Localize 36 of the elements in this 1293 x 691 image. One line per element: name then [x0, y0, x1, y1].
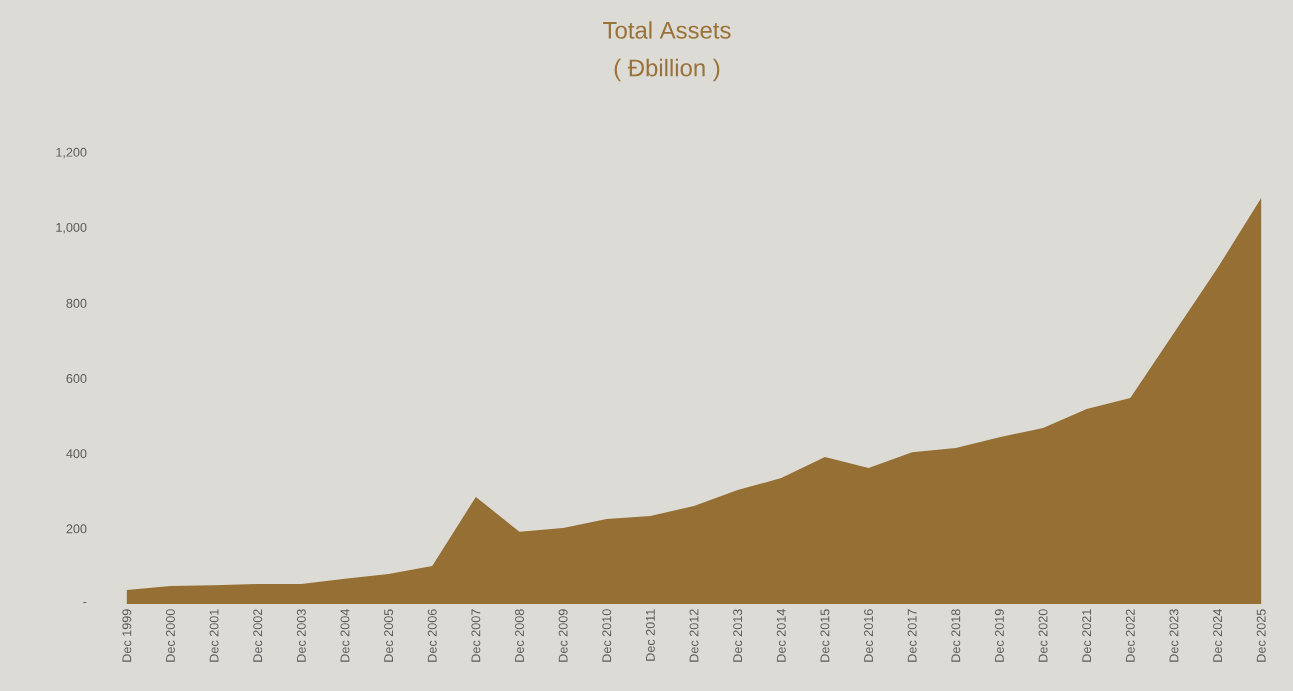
y-tick-label: 200	[66, 524, 87, 534]
x-tick-label: Dec 2007	[471, 609, 481, 662]
y-tick-label: 800	[66, 298, 87, 308]
x-tick-label: Dec 2004	[340, 609, 350, 662]
x-tick-label: Dec 2008	[515, 609, 524, 662]
y-tick-label: -	[83, 602, 87, 604]
x-tick-label: Dec 2010	[602, 609, 612, 662]
y-tick-label: 400	[66, 449, 87, 459]
y-tick-label: 1,000	[56, 222, 87, 234]
x-tick-label: Dec 2017	[907, 609, 917, 662]
x-tick-label: Dec 2021	[1082, 609, 1092, 662]
x-tick-label: Dec 1999	[122, 609, 132, 662]
x-tick-label: Dec 2002	[253, 609, 263, 662]
x-tick-label: Dec 2009	[558, 609, 568, 662]
y-tick-label: 600	[66, 374, 87, 383]
x-tick-label: Dec 2023	[1169, 609, 1179, 662]
x-tick-label: Dec 2014	[776, 609, 786, 662]
x-tick-label: Dec 2022	[1125, 609, 1135, 662]
x-tick-label: Dec 2016	[864, 609, 873, 662]
x-tick-label: Dec 2011	[645, 609, 655, 661]
x-tick-label: Dec 2001	[209, 609, 219, 662]
chart-subtitle: ( Đbillion )	[614, 58, 720, 82]
y-tick-label: 1,200	[56, 147, 87, 159]
x-tick-label: Dec 2005	[384, 609, 394, 662]
x-tick-label: Dec 2025	[1256, 609, 1266, 662]
x-tick-label: Dec 2006	[427, 609, 437, 662]
x-tick-label: Dec 2012	[689, 609, 699, 662]
x-tick-label: Dec 2024	[1213, 609, 1223, 662]
x-tick-label: Dec 2000	[165, 609, 175, 662]
x-tick-label: Dec 2018	[951, 609, 961, 662]
x-tick-label: Dec 2013	[733, 609, 743, 662]
x-tick-label: Dec 2003	[296, 609, 306, 662]
x-tick-label: Dec 2020	[1038, 609, 1048, 662]
chart-title: Total Assets	[603, 21, 731, 39]
x-tick-label: Dec 2015	[820, 609, 830, 662]
x-tick-label: Dec 2019	[994, 609, 1004, 662]
